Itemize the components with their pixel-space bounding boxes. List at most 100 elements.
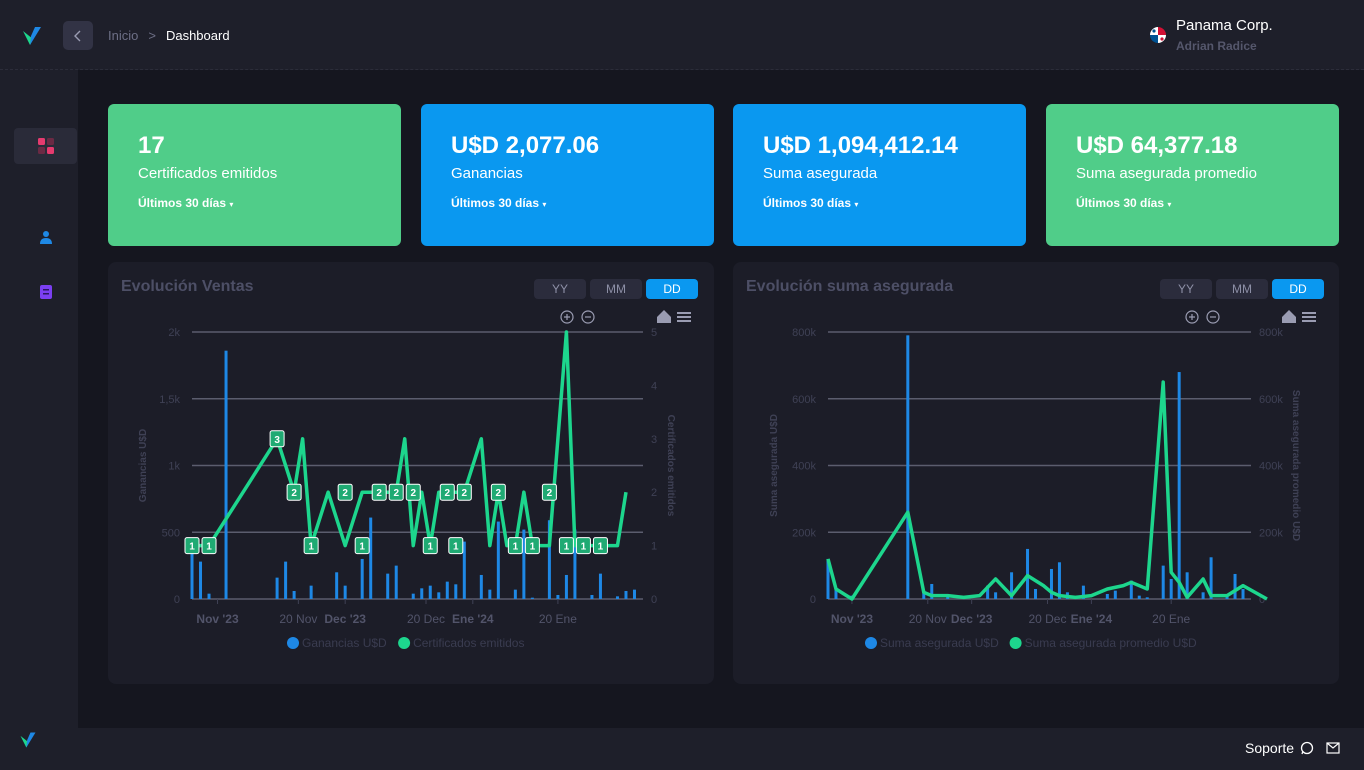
data-label: 2 [462, 488, 468, 499]
menu-icon [677, 312, 691, 322]
y2-tick-label: 2 [651, 487, 657, 499]
period-dropdown[interactable]: Últimos 30 días ▾ [763, 196, 859, 210]
y2-tick-label: 800k [1259, 327, 1283, 339]
period-dropdown[interactable]: Últimos 30 días ▾ [138, 196, 234, 210]
bar [522, 529, 526, 599]
data-label: 2 [291, 488, 297, 499]
period-dd-button[interactable]: DD [646, 279, 698, 299]
x-tick-label: Nov '23 [831, 612, 874, 626]
data-label: 2 [496, 488, 502, 499]
zoom-out-icon [581, 310, 595, 324]
bar [437, 592, 441, 599]
sales-evolution-panel: 0 500 1k 1,5k 2k 0 1 2 3 4 5 Ganancias U$D Certifica… [108, 262, 714, 684]
bar [428, 585, 432, 599]
data-label-box [448, 537, 464, 555]
data-label-box [405, 483, 421, 501]
sum-insured-evolution-panel: 0 200k 400k 600k 800k 0 200k 400k 600k 800k Suma a… [733, 262, 1339, 684]
period-dropdown[interactable]: Últimos 30 días ▾ [451, 196, 547, 210]
menu-icon [1302, 312, 1316, 322]
sidebar-item-documents[interactable] [14, 274, 77, 310]
bar [1057, 562, 1061, 599]
bar [573, 529, 577, 599]
y2-tick-label: 0 [651, 594, 657, 606]
mail-icon[interactable] [1326, 742, 1340, 754]
x-tick-label: 20 Dec [407, 612, 445, 626]
support-link[interactable]: Soporte [1245, 740, 1340, 756]
data-label-box [456, 483, 472, 501]
bar [369, 517, 373, 599]
support-label: Soporte [1245, 740, 1295, 756]
bar [1137, 595, 1141, 599]
data-label-box [541, 483, 557, 501]
bar [479, 574, 483, 599]
bar [556, 594, 560, 599]
data-label: 1 [513, 542, 519, 553]
whatsapp-icon[interactable] [1300, 741, 1314, 755]
bar [292, 590, 296, 599]
y2-tick-label: 400k [1259, 461, 1283, 473]
sidebar-item-insurance[interactable] [14, 220, 77, 256]
home-icon [657, 310, 671, 323]
y2-axis-title: Certificados emitidos [665, 415, 676, 517]
x-tick-label: 20 Ene [1152, 612, 1190, 626]
data-label: 1 [189, 542, 195, 553]
stat-label: Certificados emitidos [138, 165, 278, 182]
breadcrumb-current: Dashboard [165, 28, 230, 43]
y-tick-label: 400k [792, 461, 816, 473]
legend-label: Certificados emitidos [413, 636, 524, 650]
period-mm-button[interactable]: MM [1216, 279, 1268, 299]
bar [462, 541, 466, 599]
stat-label: Suma asegurada promedio [1076, 165, 1257, 182]
y-tick-label: 2k [168, 327, 180, 339]
back-button[interactable] [63, 21, 93, 50]
home-icon [1282, 310, 1296, 323]
data-label: 2 [445, 488, 451, 499]
bar [994, 592, 998, 599]
x-tick-label: Dec '23 [324, 612, 366, 626]
x-tick-label: Ene '24 [452, 612, 494, 626]
bar [394, 565, 398, 599]
panel-title: Evolución Ventas [121, 278, 254, 295]
period-yy-button[interactable]: YY [534, 279, 586, 299]
data-label: 1 [427, 542, 433, 553]
data-label: 2 [342, 488, 348, 499]
stat-value: U$D 1,094,412.14 [763, 132, 958, 159]
stat-value: U$D 2,077.06 [451, 132, 600, 159]
app-logo[interactable] [20, 24, 44, 48]
stat-label: Ganancias [451, 165, 523, 182]
data-label-box [524, 537, 540, 555]
bar [190, 545, 194, 599]
period-dropdown[interactable]: Últimos 30 días ▾ [1076, 196, 1172, 210]
sidebar [0, 70, 78, 728]
data-label-box [507, 537, 523, 555]
y2-tick-label: 4 [651, 380, 657, 392]
y-tick-label: 0 [174, 594, 180, 606]
bar [343, 585, 347, 599]
data-label-box [371, 483, 387, 501]
bar [207, 593, 211, 599]
data-label: 3 [274, 435, 280, 446]
bar [624, 590, 628, 599]
period-yy-button[interactable]: YY [1160, 279, 1212, 299]
bar [199, 561, 203, 599]
legend-label: Suma asegurada U$D [880, 636, 999, 650]
data-label-box [269, 430, 285, 448]
sidebar-item-dashboard[interactable] [14, 128, 77, 164]
legend-label: Ganancias U$D [302, 636, 387, 650]
bar [1201, 592, 1205, 599]
period-dd-button[interactable]: DD [1272, 279, 1324, 299]
data-label-box [439, 483, 455, 501]
dashboard-grid-icon [37, 138, 54, 154]
breadcrumb-home[interactable]: Inicio [108, 28, 139, 43]
data-label: 1 [581, 542, 587, 553]
legend-label: Suma asegurada promedio U$D [1025, 636, 1197, 650]
data-label: 2 [376, 488, 382, 499]
legend-marker-bar [865, 637, 877, 649]
footer-logo[interactable] [18, 730, 38, 750]
stat-card-earnings: U$D 2,077.06 Ganancias Últimos 30 días ▾ [421, 104, 714, 246]
period-mm-button[interactable]: MM [590, 279, 642, 299]
bar [834, 588, 838, 599]
bar [530, 597, 534, 599]
bar [513, 589, 517, 599]
data-label: 1 [359, 542, 365, 553]
